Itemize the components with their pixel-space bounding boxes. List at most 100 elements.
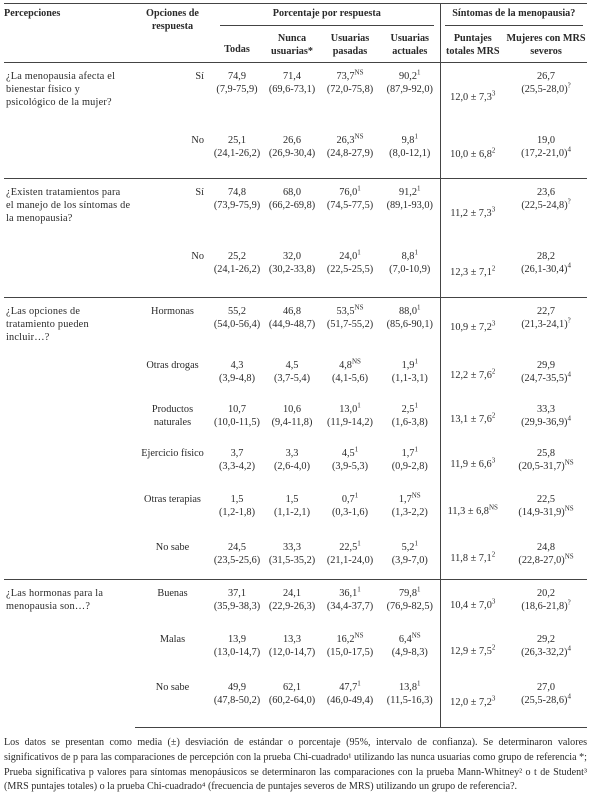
mrs-total-value: 12,9 ± 7,5 — [450, 646, 492, 658]
mrs-severe-value: 19,0 — [537, 134, 556, 146]
all-cell: 74,9 (7,9-75,9) — [210, 62, 264, 127]
all-cell: 4,3 (3,9-4,8) — [210, 352, 264, 396]
all-cell: 25,1 (24,1-26,2) — [210, 127, 264, 179]
mrs-total-significance: NS — [488, 503, 498, 512]
table-row: ¿Las hormonas para la menopausia son…? Bu… — [4, 579, 588, 728]
table-row: ¿La menopausia afecta el bienestar físic… — [4, 62, 588, 179]
header-mrs-total: Puntajes totales MRS — [439, 29, 506, 63]
mrs-total-value: 12,0 ± 7,2 — [450, 697, 492, 709]
current-cell-interval: (1,3-2,2) — [391, 506, 428, 518]
past-cell-significance: 1 — [357, 539, 361, 548]
all-cell-value: 25,1 — [227, 134, 247, 146]
header-percent-group: Porcentaje por respuesta — [210, 2, 441, 30]
table-row: No sabe 24,5 (23,5-25,6) 33,3 (31,5-35,2) 22,… — [4, 533, 587, 580]
current-cell-significance: 1 — [414, 445, 418, 454]
all-cell-interval: (24,1-26,2) — [213, 263, 261, 275]
never-cell-value: 4,5 — [285, 359, 299, 371]
past-cell-significance: 1 — [354, 445, 359, 454]
percent-group-label: Porcentaje por respuesta — [220, 8, 434, 26]
past-cell-value: 0,7 — [341, 493, 355, 505]
mrs-severe-value: 23,6 — [537, 187, 556, 199]
all-cell: 49,9 (47,8-50,2) — [210, 673, 264, 729]
mrs-severe-cell: 29,2 (26,3-32,2)4 — [505, 626, 587, 674]
all-cell-interval: (7,9-75,9) — [216, 84, 258, 96]
never-cell-interval: (60,2-64,0) — [268, 694, 316, 706]
table-figure: Percepciones Opciones de respuesta Porce… — [4, 2, 588, 795]
all-cell-value: 74,8 — [227, 187, 247, 199]
past-cell-value: 22,5 — [339, 541, 358, 553]
mrs-total-significance: 2 — [491, 264, 496, 273]
mrs-total-cell: 11,2 ± 7,33 — [439, 178, 506, 243]
mrs-severe-interval: (14,9-31,9) — [518, 506, 565, 518]
current-cell-value: 1,9 — [401, 359, 415, 371]
all-cell: 37,1 (35,9-38,3) — [210, 579, 264, 626]
current-cell: 8,81 (7,0-10,9) — [380, 243, 440, 298]
never-cell: 24,1 (22,9-26,3) — [264, 579, 320, 626]
mrs-severe-cell: 25,8 (20,5-31,7)NS — [505, 440, 587, 486]
current-cell-interval: (7,0-10,9) — [389, 263, 431, 275]
current-cell-significance: 1 — [417, 68, 421, 77]
perception-question: ¿Existen tratamientos para el manejo de … — [4, 178, 135, 298]
past-cell-significance: NS — [354, 68, 364, 77]
mrs-severe-interval: (26,3-32,2) — [521, 646, 568, 658]
never-cell: 32,0 (30,2-33,8) — [264, 243, 320, 298]
past-cell-value: 53,5 — [336, 306, 355, 318]
all-cell: 24,5 (23,5-25,6) — [210, 534, 264, 580]
never-cell-interval: (3,7-5,4) — [273, 372, 311, 384]
table-row: Productos naturales 10,7 (10,0-11,5) 10,6 (9… — [4, 395, 587, 440]
current-cell: 79,81 (76,9-82,5) — [380, 579, 441, 626]
current-cell-value: 91,2 — [399, 187, 418, 199]
table-row: Otras drogas 4,3 (3,9-4,8) 4,5 (3,7-5,4) 4,8N… — [4, 351, 587, 396]
mrs-total-value: 12,0 ± 7,3 — [450, 91, 492, 103]
response-option: Ejercicio físico — [141, 447, 204, 459]
header-never: Nunca usuarias* — [271, 32, 313, 57]
all-cell-value: 10,7 — [227, 403, 247, 415]
all-cell-interval: (47,8-50,2) — [213, 694, 261, 706]
mrs-severe-significance: NS — [564, 504, 574, 513]
past-cell-value: 16,2 — [336, 633, 355, 645]
current-cell-value: 88,0 — [399, 306, 418, 318]
mrs-total-value: 11,3 ± 6,8 — [447, 506, 489, 518]
table-row: No sabe 49,9 (47,8-50,2) 62,1 (60,2-64,0) 47,… — [4, 673, 588, 729]
all-cell: 25,2 (24,1-26,2) — [210, 243, 264, 298]
response-option: Hormonas — [135, 297, 210, 352]
header-all: Todas — [224, 43, 250, 55]
mrs-severe-interval: (22,8-27,0) — [518, 554, 565, 566]
current-cell-interval: (3,9-7,0) — [391, 554, 428, 566]
perception-question: ¿Las opciones de tratamiento pueden incl… — [4, 297, 135, 580]
never-cell-value: 46,8 — [282, 306, 302, 318]
current-cell: 88,01 (85,6-90,1) — [380, 297, 441, 352]
mrs-total-cell: 10,9 ± 7,23 — [439, 297, 506, 352]
never-cell-interval: (12,0-14,7) — [268, 646, 316, 658]
mrs-severe-value: 22,5 — [537, 493, 556, 505]
all-cell-value: 55,2 — [227, 306, 247, 318]
perception-question: ¿Las hormonas para la menopausia son…? — [4, 579, 135, 728]
current-cell: 90,21 (87,9-92,0) — [380, 62, 441, 127]
current-cell-value: 1,7 — [398, 493, 412, 505]
mrs-total-cell: 10,0 ± 6,82 — [439, 126, 506, 179]
mrs-total-cell: 12,0 ± 7,33 — [439, 62, 506, 127]
never-cell-value: 10,6 — [282, 403, 302, 415]
response-option: Sí — [135, 178, 210, 243]
current-cell-value: 1,7 — [401, 447, 415, 459]
mrs-severe-interval: (24,7-35,5) — [521, 372, 568, 384]
past-cell-value: 24,0 — [339, 250, 358, 262]
never-cell-value: 62,1 — [282, 681, 302, 693]
never-cell-interval: (2,6-4,0) — [273, 460, 311, 472]
past-cell-interval: (22,5-25,5) — [326, 263, 374, 275]
all-cell: 10,7 (10,0-11,5) — [210, 396, 264, 440]
past-cell-interval: (0,3-1,6) — [331, 506, 369, 518]
current-cell: 6,4NS (4,9-8,3) — [380, 626, 440, 674]
current-cell-significance: 1 — [414, 248, 418, 257]
mrs-severe-significance: NS — [564, 458, 574, 467]
mrs-severe-cell: 22,5 (14,9-31,9)NS — [505, 486, 587, 534]
never-cell-interval: (26,9-30,4) — [268, 147, 316, 159]
current-cell-value: 8,8 — [401, 250, 415, 262]
mrs-severe-value: 33,3 — [537, 403, 556, 415]
current-cell: 9,81 (8,0-12,1) — [380, 127, 440, 179]
perceptions-table: Percepciones Opciones de respuesta Porce… — [4, 2, 588, 729]
mrs-severe-value: 24,8 — [537, 541, 556, 553]
never-cell: 3,3 (2,6-4,0) — [264, 440, 320, 486]
current-cell-significance: 1 — [417, 679, 421, 688]
mrs-severe-value: 22,7 — [537, 306, 556, 318]
